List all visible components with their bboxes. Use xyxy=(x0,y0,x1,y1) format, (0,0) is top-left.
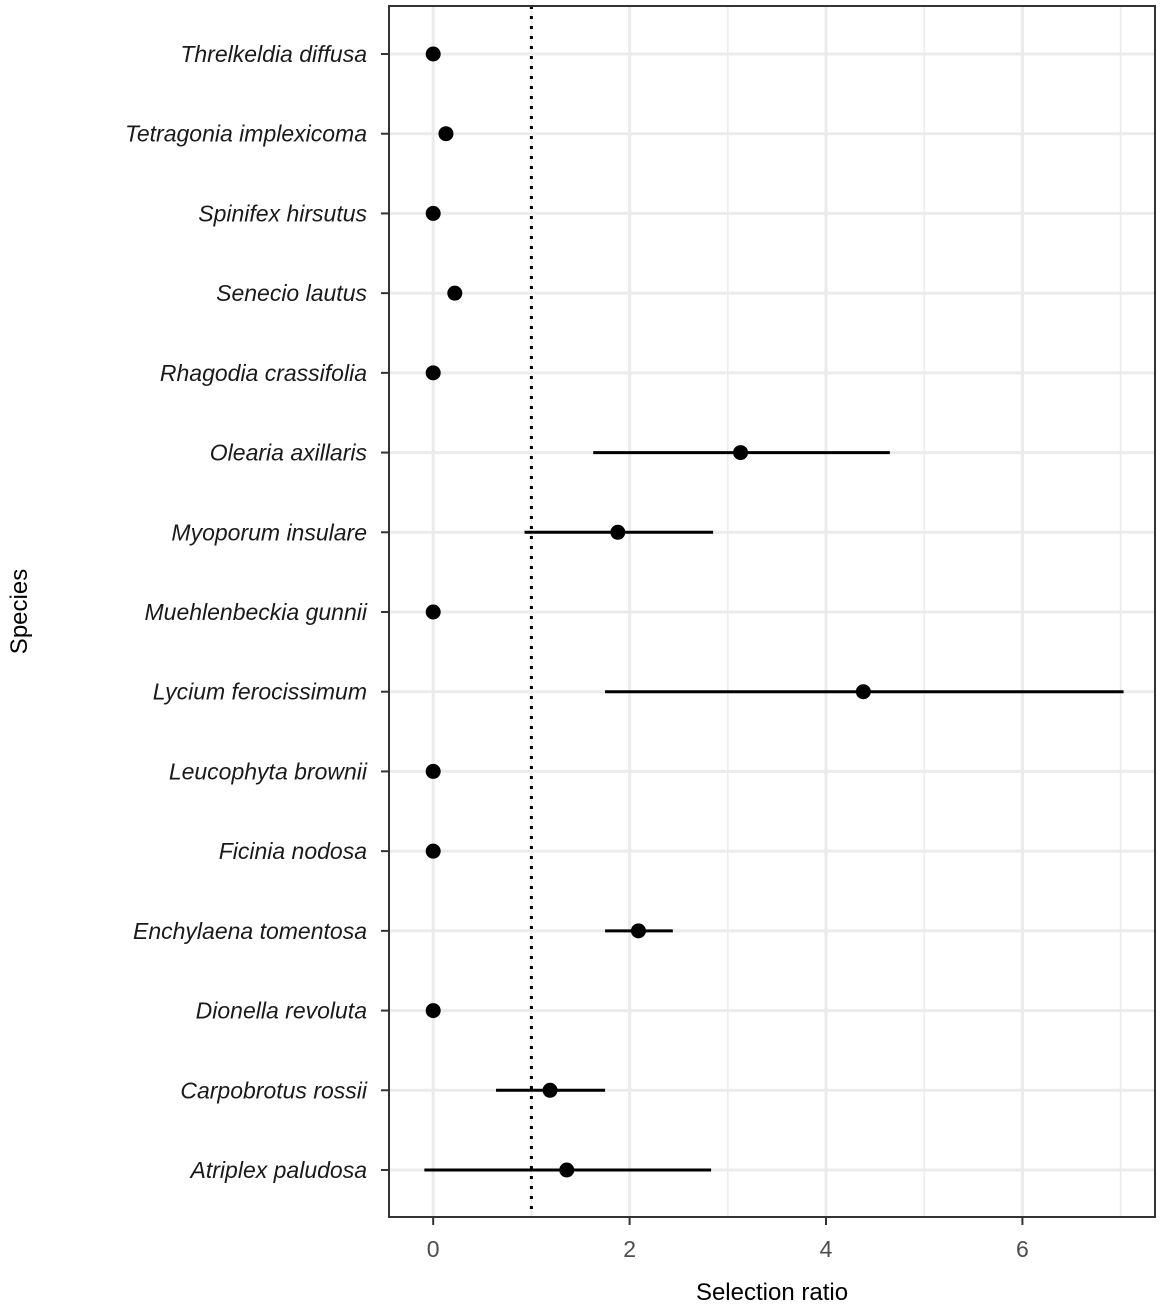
x-tick-label: 4 xyxy=(820,1236,833,1262)
y-tick-label: Muehlenbeckia gunnii xyxy=(145,599,368,625)
y-tick-label: Carpobrotus rossii xyxy=(180,1077,368,1103)
data-point xyxy=(733,445,749,461)
y-tick-label: Atriplex paludosa xyxy=(189,1157,367,1183)
y-tick-label: Senecio lautus xyxy=(216,280,367,306)
y-tick-label: Myoporum insulare xyxy=(171,519,367,545)
y-tick-label: Enchylaena tomentosa xyxy=(133,918,367,944)
data-point xyxy=(425,843,441,859)
y-tick-label: Ficinia nodosa xyxy=(219,838,367,864)
data-point xyxy=(542,1082,558,1098)
y-tick-label: Dionella revoluta xyxy=(196,998,367,1024)
y-tick-label: Olearia axillaris xyxy=(210,440,368,466)
grid-layer xyxy=(389,6,1155,1217)
y-tick-label: Lycium ferocissimum xyxy=(153,679,367,705)
y-tick-label: Threlkeldia diffusa xyxy=(180,41,367,67)
data-point xyxy=(559,1162,575,1178)
data-point xyxy=(425,1003,441,1019)
data-point xyxy=(425,205,441,221)
x-axis-title: Selection ratio xyxy=(696,1279,848,1306)
x-tick-label: 0 xyxy=(427,1236,440,1262)
x-tick-layer: 0 2 4 6 xyxy=(427,1217,1029,1262)
y-tick-label: Leucophyta brownii xyxy=(169,758,368,784)
y-tick-label: Spinifex hirsutus xyxy=(198,200,367,226)
y-axis-title: Species xyxy=(6,569,33,654)
x-tick-label: 2 xyxy=(623,1236,636,1262)
y-tick-label: Rhagodia crassifolia xyxy=(160,360,367,386)
data-point xyxy=(425,604,441,620)
data-point xyxy=(610,524,626,540)
error-bar-layer xyxy=(424,451,1124,1172)
x-tick-label: 6 xyxy=(1016,1236,1029,1262)
point-layer xyxy=(425,46,871,1178)
y-tick-layer: Threlkeldia diffusa Tetragonia implexicom… xyxy=(125,41,389,1183)
data-point xyxy=(447,285,463,301)
data-point xyxy=(438,126,454,142)
y-tick-label: Tetragonia implexicoma xyxy=(125,121,367,147)
data-point xyxy=(630,923,646,939)
data-point xyxy=(425,46,441,62)
data-point xyxy=(425,365,441,381)
data-point xyxy=(425,763,441,779)
data-point xyxy=(855,684,871,700)
